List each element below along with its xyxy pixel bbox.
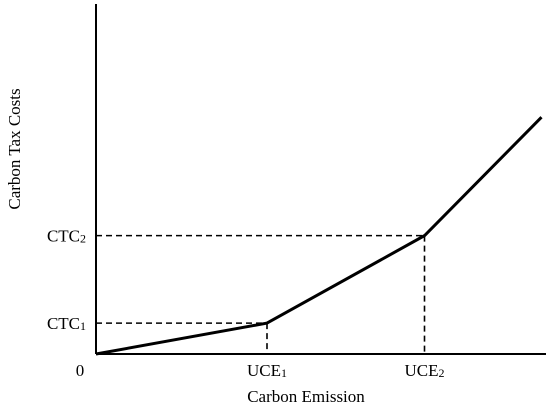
x-axis-title: Carbon Emission bbox=[247, 387, 365, 406]
x-tick-label-1: UCE1 bbox=[247, 361, 287, 380]
y-tick-label-2: CTC2 bbox=[47, 227, 86, 246]
guide-lines bbox=[96, 234, 426, 354]
origin-label: 0 bbox=[76, 361, 85, 380]
y-axis-title: Carbon Tax Costs bbox=[5, 88, 24, 209]
tick-labels: UCE1 UCE2 CTC1 CTC2 bbox=[47, 227, 445, 380]
series-line-1 bbox=[95, 116, 543, 356]
y-tick-label-1: CTC1 bbox=[47, 314, 86, 333]
series-layer bbox=[95, 116, 543, 356]
x-tick-label-2: UCE2 bbox=[405, 361, 445, 380]
